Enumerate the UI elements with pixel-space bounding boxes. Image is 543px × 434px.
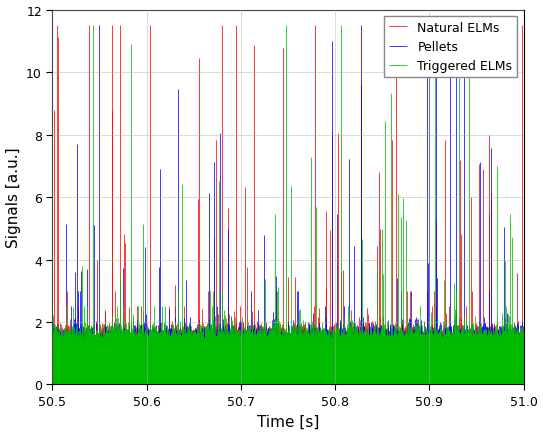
Y-axis label: Signals [a.u.]: Signals [a.u.] — [5, 148, 21, 248]
Legend: Natural ELMs, Pellets, Triggered ELMs: Natural ELMs, Pellets, Triggered ELMs — [383, 17, 517, 78]
X-axis label: Time [s]: Time [s] — [257, 414, 319, 428]
